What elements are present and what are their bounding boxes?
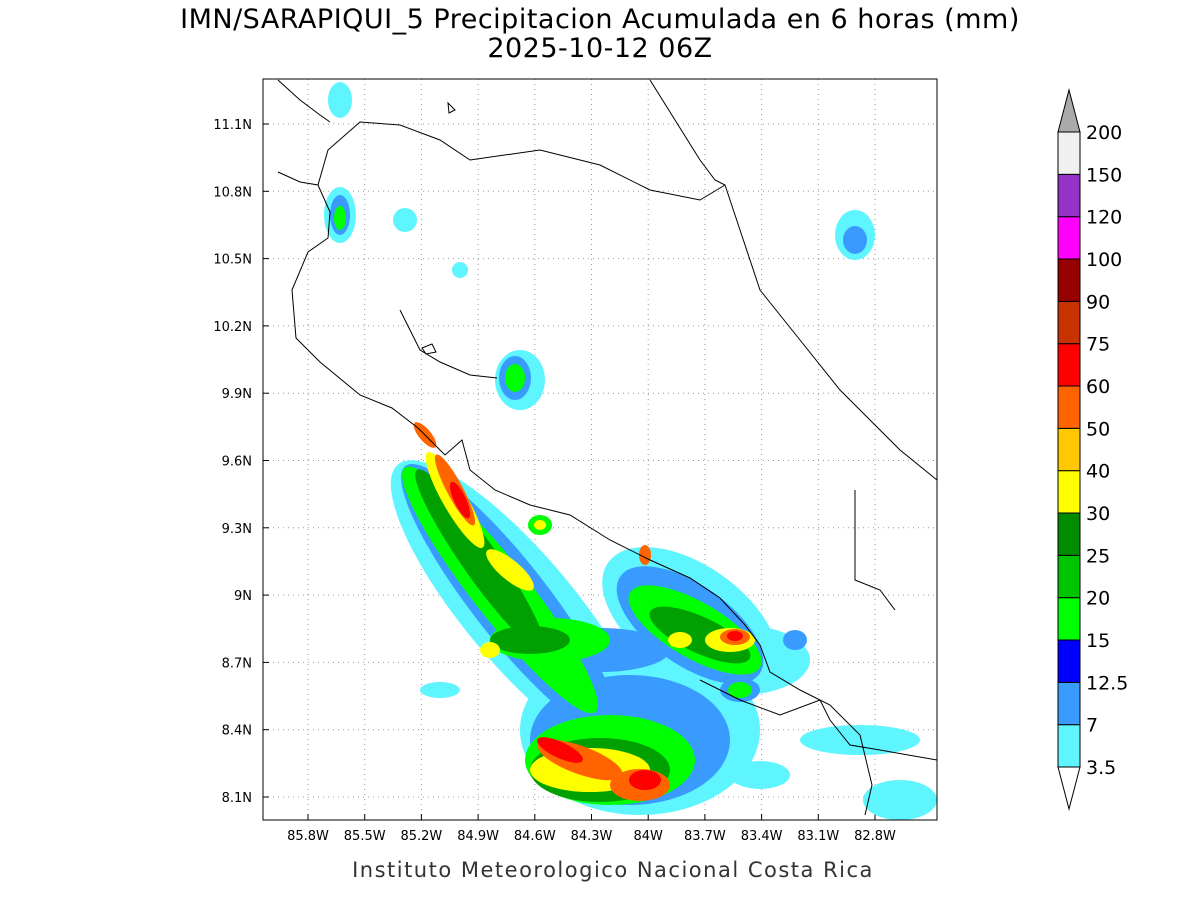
footer: Instituto Meteorologico Nacional Costa R…	[352, 858, 874, 882]
colorbar-segment	[1057, 131, 1081, 175]
colorbar-label: 12.5	[1086, 672, 1128, 694]
lat-label: 9.9N	[222, 387, 252, 402]
lon-label: 83.7W	[684, 829, 726, 844]
colorbar-label: 75	[1086, 334, 1110, 356]
lon-label: 84.6W	[514, 829, 556, 844]
lat-label: 10.5N	[213, 253, 252, 268]
lat-label: 10.2N	[213, 320, 252, 335]
colorbar-label: 60	[1086, 376, 1110, 398]
colorbar-segment	[1057, 300, 1081, 345]
lon-label: 84.3W	[571, 829, 613, 844]
colorbar-label: 7	[1086, 715, 1098, 737]
colorbar-segment	[1057, 597, 1081, 641]
lat-label: 9.3N	[222, 522, 252, 537]
colorbar-segment	[1057, 724, 1081, 768]
lon-label: 83.1W	[797, 829, 839, 844]
colorbar-segment	[1057, 470, 1081, 514]
colorbar-segment	[1057, 512, 1081, 556]
colorbar-segment	[1057, 258, 1081, 302]
lat-label: 9N	[234, 589, 252, 604]
colorbar-segment	[1057, 639, 1081, 683]
colorbar-label: 40	[1086, 461, 1110, 483]
colorbar: 3.5 7 12.5 15 20 25 30 40 50 60 75 90 100 120 150 200	[1057, 88, 1128, 811]
lat-label: 11.1N	[213, 118, 252, 133]
colorbar-label: 3.5	[1086, 757, 1116, 779]
colorbar-label: 30	[1086, 503, 1110, 525]
lon-label: 84W	[633, 829, 663, 844]
colorbar-label: 90	[1086, 291, 1110, 313]
lon-label: 85.5W	[344, 829, 386, 844]
lat-label: 10.8N	[213, 185, 252, 200]
colorbar-segment	[1057, 343, 1081, 387]
colorbar-label: 15	[1086, 630, 1110, 652]
lon-label: 85.2W	[400, 829, 442, 844]
colorbar-below-arrow	[1057, 766, 1081, 811]
colorbar-segment	[1057, 681, 1081, 726]
lat-label: 8.1N	[222, 791, 252, 806]
colorbar-label: 100	[1086, 249, 1122, 271]
plot-frame	[262, 78, 938, 821]
colorbar-segment	[1057, 385, 1081, 429]
lat-label: 8.4N	[222, 724, 252, 739]
lon-label: 82.8W	[854, 829, 896, 844]
colorbar-segment	[1057, 427, 1081, 472]
lat-label: 9.6N	[222, 455, 252, 470]
colorbar-label: 20	[1086, 588, 1110, 610]
colorbar-label: 25	[1086, 545, 1110, 567]
colorbar-segment	[1057, 216, 1081, 260]
subtitle: 2025-10-12 06Z	[487, 33, 712, 64]
precipitation-field	[277, 79, 937, 820]
lon-label: 84.9W	[457, 829, 499, 844]
colorbar-label: 200	[1086, 122, 1122, 144]
title: IMN/SARAPIQUI_5 Precipitacion Acumulada …	[180, 4, 1020, 35]
colorbar-segment	[1057, 554, 1081, 599]
colorbar-label: 50	[1086, 418, 1110, 440]
colorbar-segment	[1057, 173, 1081, 218]
lon-label: 83.4W	[741, 829, 783, 844]
lat-label: 8.7N	[222, 656, 252, 671]
lon-label: 85.8W	[287, 829, 329, 844]
colorbar-label: 120	[1086, 207, 1122, 229]
colorbar-above-arrow	[1057, 88, 1081, 133]
colorbar-label: 150	[1086, 164, 1122, 186]
grid	[263, 79, 937, 820]
